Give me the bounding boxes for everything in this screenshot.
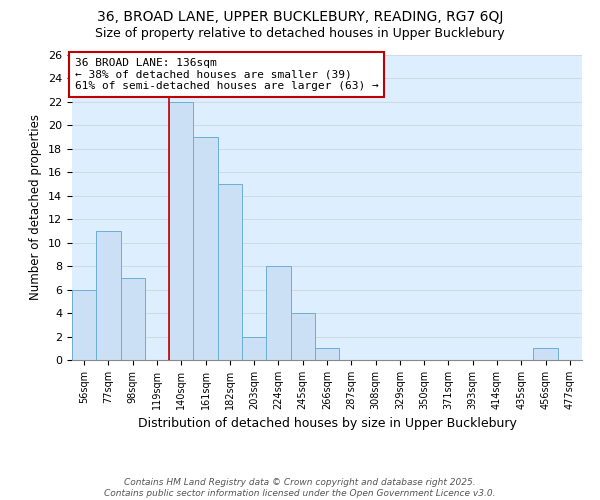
Text: Contains HM Land Registry data © Crown copyright and database right 2025.
Contai: Contains HM Land Registry data © Crown c… xyxy=(104,478,496,498)
Text: 36, BROAD LANE, UPPER BUCKLEBURY, READING, RG7 6QJ: 36, BROAD LANE, UPPER BUCKLEBURY, READIN… xyxy=(97,10,503,24)
Bar xyxy=(266,266,290,360)
X-axis label: Distribution of detached houses by size in Upper Bucklebury: Distribution of detached houses by size … xyxy=(137,418,517,430)
Text: Size of property relative to detached houses in Upper Bucklebury: Size of property relative to detached ho… xyxy=(95,28,505,40)
Y-axis label: Number of detached properties: Number of detached properties xyxy=(29,114,43,300)
Bar xyxy=(193,137,218,360)
Bar xyxy=(242,336,266,360)
Bar xyxy=(121,278,145,360)
Bar xyxy=(96,231,121,360)
Bar xyxy=(72,290,96,360)
Bar xyxy=(169,102,193,360)
Bar xyxy=(218,184,242,360)
Text: 36 BROAD LANE: 136sqm
← 38% of detached houses are smaller (39)
61% of semi-deta: 36 BROAD LANE: 136sqm ← 38% of detached … xyxy=(74,58,379,91)
Bar xyxy=(315,348,339,360)
Bar xyxy=(290,313,315,360)
Bar xyxy=(533,348,558,360)
